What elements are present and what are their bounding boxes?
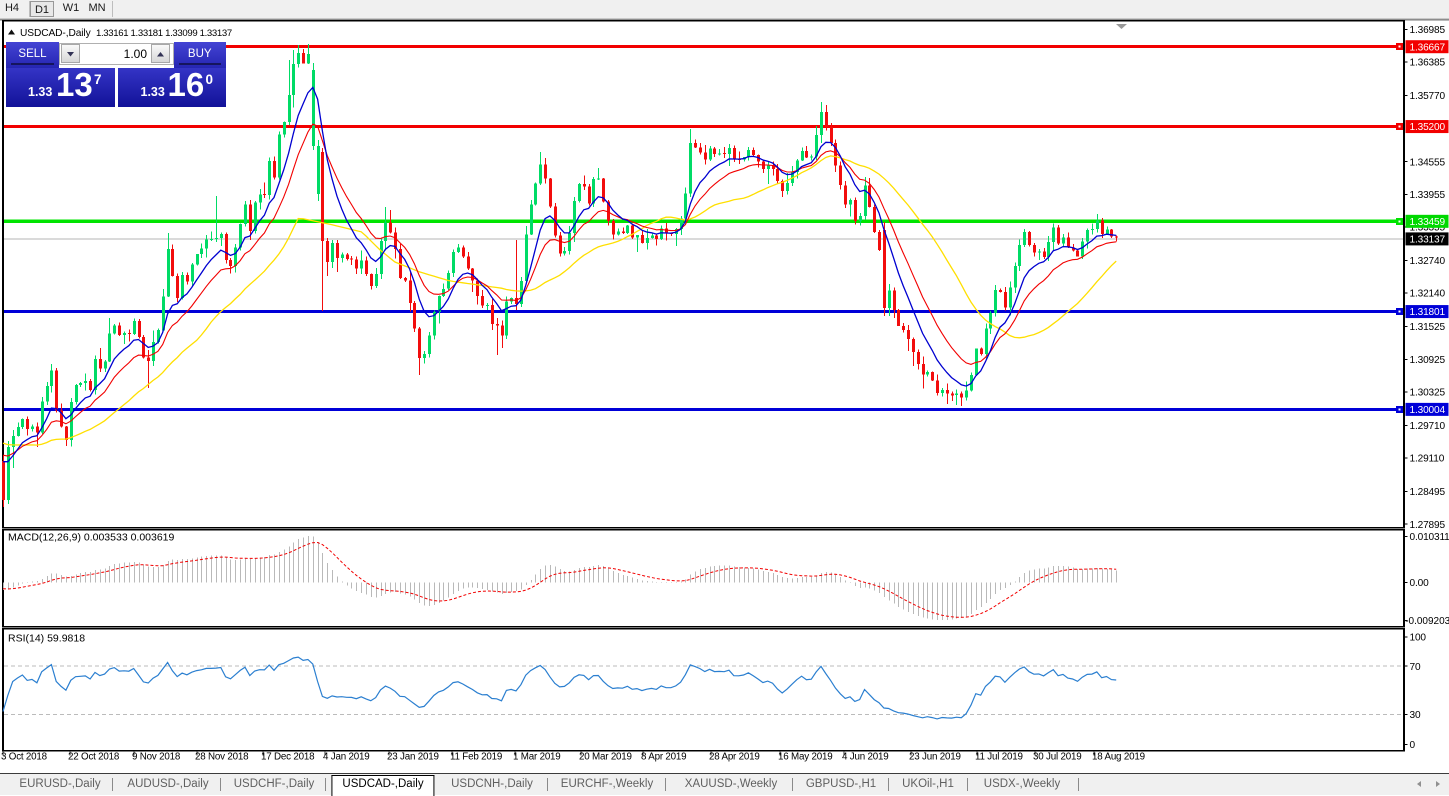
svg-text:1.30004: 1.30004 xyxy=(1410,405,1446,416)
svg-text:MACD(12,26,9) 0.003533 0.00361: MACD(12,26,9) 0.003533 0.003619 xyxy=(8,532,175,544)
svg-text:16 May 2019: 16 May 2019 xyxy=(778,752,832,763)
svg-text:1.30325: 1.30325 xyxy=(1410,388,1446,399)
svg-text:1.31525: 1.31525 xyxy=(1410,322,1446,333)
svg-text:1.33459: 1.33459 xyxy=(1410,217,1446,228)
svg-text:23 Jun 2019: 23 Jun 2019 xyxy=(909,752,961,763)
svg-text:1.35200: 1.35200 xyxy=(1410,122,1446,133)
svg-text:1.29710: 1.29710 xyxy=(1410,421,1446,432)
svg-text:1.33161 1.33181 1.33099 1.3313: 1.33161 1.33181 1.33099 1.33137 xyxy=(96,28,232,39)
svg-text:20 Mar 2019: 20 Mar 2019 xyxy=(579,752,632,763)
svg-text:-0.009203: -0.009203 xyxy=(1405,616,1449,627)
svg-text:30 Jul 2019: 30 Jul 2019 xyxy=(1033,752,1081,763)
svg-text:70: 70 xyxy=(1410,662,1421,673)
svg-text:0.010311: 0.010311 xyxy=(1410,532,1449,543)
svg-text:1.35770: 1.35770 xyxy=(1410,91,1446,102)
svg-text:0.00: 0.00 xyxy=(1410,578,1430,589)
svg-text:28 Apr 2019: 28 Apr 2019 xyxy=(709,752,760,763)
svg-text:1.27895: 1.27895 xyxy=(1410,520,1446,531)
svg-text:11 Feb 2019: 11 Feb 2019 xyxy=(450,752,502,763)
svg-text:11 Jul 2019: 11 Jul 2019 xyxy=(975,752,1023,763)
svg-text:22 Oct 2018: 22 Oct 2018 xyxy=(68,752,120,763)
svg-text:4 Jan 2019: 4 Jan 2019 xyxy=(323,752,369,763)
svg-text:18 Aug 2019: 18 Aug 2019 xyxy=(1092,752,1145,763)
svg-text:17 Dec 2018: 17 Dec 2018 xyxy=(261,752,315,763)
svg-text:1.34555: 1.34555 xyxy=(1410,157,1446,168)
svg-text:28 Nov 2018: 28 Nov 2018 xyxy=(195,752,249,763)
svg-text:1.31801: 1.31801 xyxy=(1410,307,1446,318)
svg-text:4 Jun 2019: 4 Jun 2019 xyxy=(842,752,888,763)
svg-text:30: 30 xyxy=(1410,710,1421,721)
svg-text:1.32140: 1.32140 xyxy=(1410,289,1446,300)
svg-text:1.32740: 1.32740 xyxy=(1410,256,1446,267)
svg-text:RSI(14) 59.9818: RSI(14) 59.9818 xyxy=(8,633,85,645)
svg-text:USDCAD-,Daily: USDCAD-,Daily xyxy=(20,28,92,39)
svg-text:0: 0 xyxy=(1410,740,1416,751)
svg-text:1.36667: 1.36667 xyxy=(1410,42,1446,53)
svg-text:3 Oct 2018: 3 Oct 2018 xyxy=(1,752,48,763)
svg-text:1.29110: 1.29110 xyxy=(1410,454,1445,465)
svg-text:100: 100 xyxy=(1410,633,1427,644)
svg-text:1.28495: 1.28495 xyxy=(1410,487,1446,498)
svg-text:1.33137: 1.33137 xyxy=(1410,235,1446,246)
svg-text:9 Nov 2018: 9 Nov 2018 xyxy=(132,752,181,763)
svg-text:1 Mar 2019: 1 Mar 2019 xyxy=(513,752,561,763)
svg-text:1.33955: 1.33955 xyxy=(1410,190,1446,201)
svg-text:1.30925: 1.30925 xyxy=(1410,355,1446,366)
svg-text:23 Jan 2019: 23 Jan 2019 xyxy=(387,752,439,763)
svg-text:1.36385: 1.36385 xyxy=(1410,58,1446,69)
svg-text:8 Apr 2019: 8 Apr 2019 xyxy=(641,752,686,763)
svg-text:1.36985: 1.36985 xyxy=(1410,25,1446,36)
